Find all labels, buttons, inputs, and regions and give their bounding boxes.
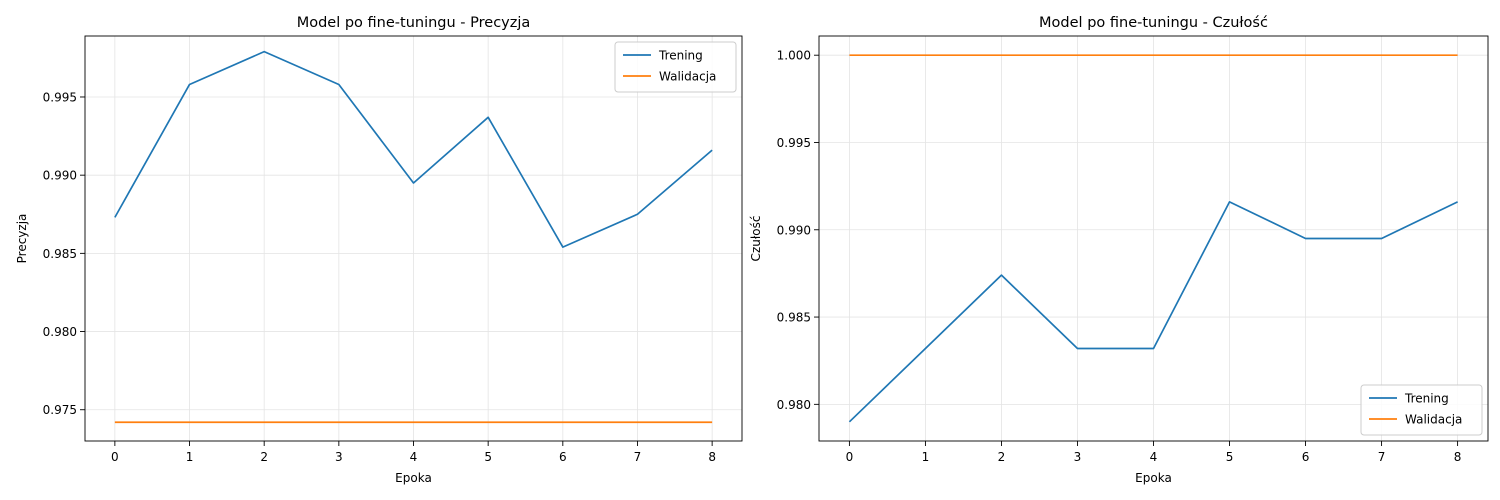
- x-tick-label: 4: [410, 450, 418, 464]
- series-line-trening: [848, 200, 1458, 423]
- x-tick-label: 7: [1378, 450, 1386, 464]
- x-tick-label: 3: [1074, 450, 1082, 464]
- y-tick-label: 0.980: [777, 398, 811, 412]
- legend: Trening Walidacja: [614, 41, 737, 93]
- legend: Trening Walidacja: [1360, 384, 1483, 436]
- x-tick-label: 4: [1150, 450, 1158, 464]
- y-tick-label: 0.975: [43, 403, 77, 417]
- y-tick-label: 0.990: [777, 223, 811, 237]
- y-tick-label: 0.995: [43, 90, 77, 104]
- x-tick-label: 3: [335, 450, 343, 464]
- legend-label-walidacja: Walidacja: [659, 70, 716, 84]
- legend-label-walidacja: Walidacja: [1405, 413, 1462, 427]
- precision-chart: 0 1 2 3 4 5 6 7 8 0.975 0.980 0.985 0.990 0.995 Model …: [15, 15, 743, 485]
- x-tick-label: 8: [1454, 450, 1462, 464]
- x-tick-label: 1: [922, 450, 930, 464]
- x-tick-label: 6: [1302, 450, 1310, 464]
- x-tick-label: 0: [846, 450, 854, 464]
- chart-title: Model po fine-tuningu - Czułość: [1039, 15, 1268, 31]
- x-tick-label: 8: [708, 450, 716, 464]
- y-tick-label: 0.990: [43, 169, 77, 183]
- x-tick-label: 2: [998, 450, 1006, 464]
- y-tick-label: 0.995: [777, 136, 811, 150]
- legend-label-trening: Trening: [658, 49, 703, 63]
- x-axis-label: Epoka: [1135, 471, 1172, 485]
- y-tick-label: 1.000: [777, 49, 811, 63]
- x-tick-label: 5: [1226, 450, 1234, 464]
- x-tick-label: 7: [634, 450, 642, 464]
- x-tick-label: 1: [186, 450, 194, 464]
- x-tick-label: 5: [484, 450, 492, 464]
- y-axis-label: Precyzja: [15, 214, 29, 264]
- y-axis-label: Czułość: [749, 216, 763, 262]
- chart-title: Model po fine-tuningu - Precyzja: [297, 15, 531, 31]
- y-tick-label: 0.985: [777, 311, 811, 325]
- x-tick-label: 0: [111, 450, 119, 464]
- y-tick-label: 0.985: [43, 247, 77, 261]
- x-axis-label: Epoka: [395, 471, 432, 485]
- recall-chart: 0 1 2 3 4 5 6 7 8 0.980 0.985 0.990 0.995 1.000 Model …: [749, 15, 1489, 485]
- series-line-trening: [114, 50, 713, 248]
- legend-label-trening: Trening: [1404, 392, 1449, 406]
- y-tick-label: 0.980: [43, 325, 77, 339]
- x-tick-label: 2: [260, 450, 268, 464]
- x-tick-label: 6: [559, 450, 567, 464]
